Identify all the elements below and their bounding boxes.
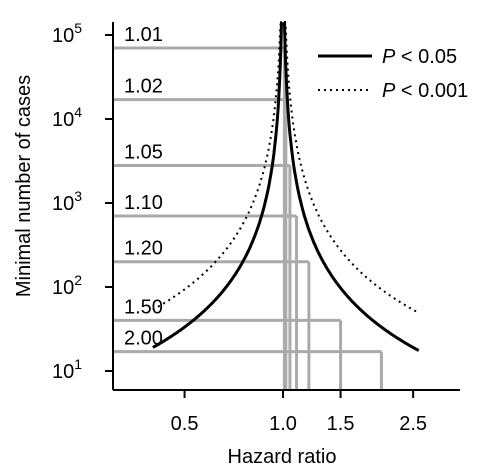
y-tick-label: 104 (52, 104, 82, 131)
legend-label-value: < 0.001 (395, 80, 468, 102)
x-tick-label: 1.0 (269, 413, 297, 435)
legend-label-var: P (382, 46, 396, 68)
y-tick-exponent: 2 (74, 272, 82, 288)
series-line-left (152, 21, 283, 311)
y-tick-label: 105 (52, 20, 82, 47)
y-tick-base: 10 (52, 25, 74, 47)
reference-label: 1.10 (124, 192, 163, 214)
y-tick-label: 102 (52, 272, 82, 299)
series-line-left (152, 20, 284, 349)
y-axis-label: Minimal number of cases (13, 75, 35, 297)
y-tick-base: 10 (52, 109, 74, 131)
legend-label-var: P (382, 80, 396, 102)
x-tick-label: 0.5 (171, 413, 199, 435)
x-tick-label: 1.5 (327, 413, 355, 435)
legend-label: P < 0.001 (382, 80, 468, 102)
reference-label: 2.00 (124, 328, 163, 350)
y-tick-exponent: 5 (74, 20, 82, 36)
x-axis-ticks: 0.5 1.0 1.5 2.5 (171, 390, 427, 435)
reference-label: 1.05 (124, 141, 163, 163)
reference-label-bg (121, 20, 179, 46)
reference-label-bg (121, 188, 179, 214)
reference-label-bg (121, 233, 179, 259)
legend: P < 0.05P < 0.001 (318, 46, 468, 102)
series-curves (152, 20, 420, 352)
series-line-right (282, 21, 420, 352)
reference-label-bg (121, 292, 179, 318)
reference-label: 1.20 (124, 238, 163, 260)
y-tick-label: 101 (52, 356, 82, 383)
x-tick-label: 2.5 (399, 413, 427, 435)
x-axis-label: Hazard ratio (228, 446, 337, 468)
legend-label: P < 0.05 (382, 46, 457, 68)
reference-labels: 1.01 1.02 1.05 1.10 1.20 1.50 2.00 (121, 20, 179, 350)
reference-label-bg (121, 71, 179, 97)
reference-label: 1.02 (124, 76, 163, 98)
legend-label-value: < 0.05 (395, 46, 457, 68)
reference-label-bg (121, 137, 179, 163)
reference-label: 1.50 (124, 296, 163, 318)
reference-label: 1.01 (124, 24, 163, 46)
y-tick-base: 10 (52, 193, 74, 215)
y-tick-exponent: 3 (74, 188, 82, 204)
y-tick-exponent: 1 (74, 356, 82, 372)
reference-lines (113, 46, 383, 390)
y-tick-exponent: 4 (74, 104, 82, 120)
y-tick-label: 103 (52, 188, 82, 215)
y-tick-base: 10 (52, 277, 74, 299)
y-tick-base: 10 (52, 361, 74, 383)
